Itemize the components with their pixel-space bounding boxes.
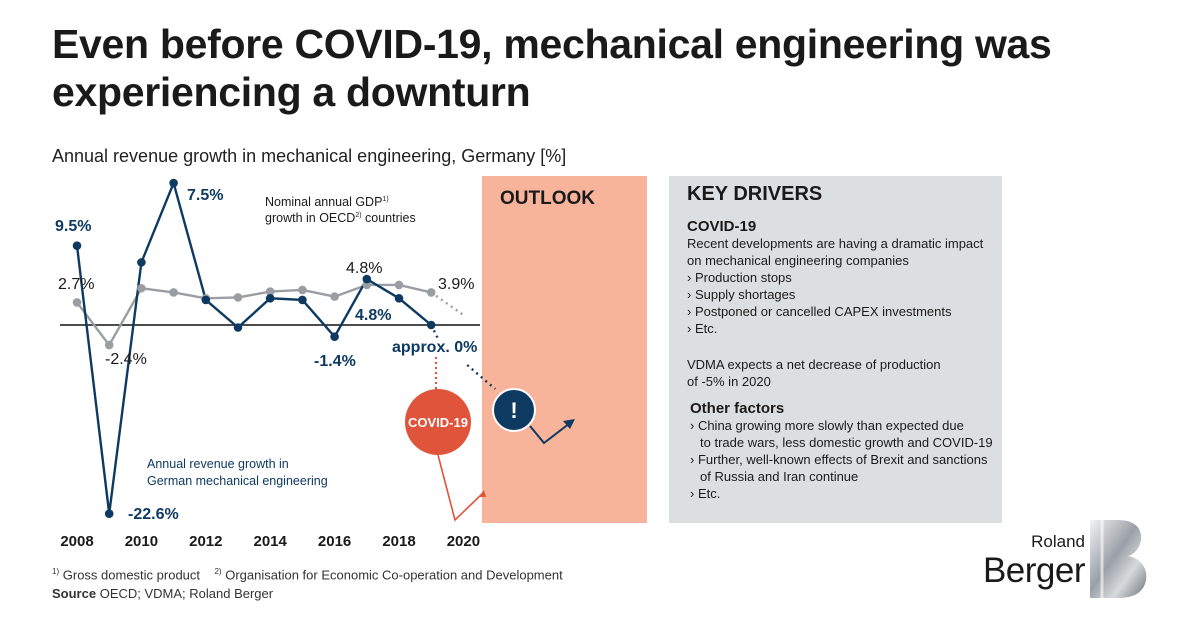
revenue-point [362,274,372,284]
revenue-annotation: Annual revenue growth in [147,457,289,471]
covid-item: › Postponed or cancelled CAPEX investmen… [687,304,952,319]
covid-text-line-1: Recent developments are having a dramati… [687,236,984,251]
covid-drivers-block: COVID-19 Recent developments are having … [687,218,997,337]
brand-line-2: Berger [982,551,1086,590]
x-tick-label: 2020 [447,533,480,550]
footnotes: 1) Gross domestic product 2) Organisatio… [52,562,563,603]
covid-arrow-head [479,490,486,497]
vdma-line-1: VDMA expects a net decrease of productio… [687,357,941,372]
outlook-panel: OUTLOOK [482,176,647,523]
other-item-line: to trade wars, less domestic growth and … [700,435,993,450]
gdp-point [394,280,404,290]
data-label: 9.5% [55,218,91,235]
data-label: 2.7% [58,276,94,293]
data-label: approx. 0% [392,339,477,356]
revenue-point [169,178,178,188]
gdp-point [265,287,275,296]
key-drivers-panel: KEY DRIVERS COVID-19 Recent developments… [669,176,1002,523]
gdp-point [298,285,307,295]
gdp-point [233,293,243,302]
covid-badge [405,389,471,455]
x-tick-label: 2012 [189,533,222,550]
data-label: 4.8% [346,260,382,277]
gdp-point [137,283,146,293]
chart-subtitle: Annual revenue growth in mechanical engi… [52,146,567,166]
gdp-annotation-sup: 1) [382,196,388,203]
alert-arrow-line [529,422,571,445]
covid-item: › Supply shortages [687,287,796,302]
vdma-line-2: of -5% in 2020 [687,374,771,389]
source-line: Source OECD; VDMA; Roland Berger [52,584,563,603]
brand-logo-icon [1090,520,1147,598]
gdp-point [330,292,339,301]
key-drivers-heading: KEY DRIVERS [687,183,823,205]
other-item-line: › China growing more slowly than expecte… [690,418,964,433]
gdp-annotation: Nominal annual GDP1) [265,195,389,209]
data-label: -22.6% [128,506,179,523]
footnote-mark-1: 1) [52,567,60,576]
title-line-1: Even before COVID-19, mechanical enginee… [52,21,1052,67]
revenue-point [104,509,114,519]
title-line-2: experiencing a downturn [52,69,531,115]
covid-drivers-heading: COVID-19 [687,218,757,235]
alert-icon [492,388,536,432]
footnote-text-2: Organisation for Economic Co-operation a… [225,567,563,583]
revenue-point [233,323,243,332]
covid-arrow-line [437,454,485,522]
revenue-annotation: German mechanical engineering [147,474,328,488]
x-tick-label: 2014 [254,533,288,550]
covid-text-line-2: on mechanical engineering companies [687,253,909,268]
data-label: -1.4% [314,353,356,370]
alert-arrow-head [563,419,575,429]
other-factors-block: Other factors › China growing more slowl… [690,400,1000,502]
footnote-text-1: Gross domestic product [62,567,201,583]
other-factors-heading: Other factors [690,400,785,417]
revenue-point [330,332,339,341]
revenue-point [72,241,82,250]
revenue-point [137,258,146,267]
x-tick-label: 2010 [125,533,158,550]
gdp-projection-line [430,291,465,316]
revenue-point [426,320,436,330]
revenue-point [265,293,275,303]
outlook-label: OUTLOOK [500,188,595,209]
data-label: 3.9% [438,276,474,293]
brand-wordmark: Roland Berger [975,532,1086,591]
source-label: Source [52,586,97,602]
data-label: 4.8% [355,307,391,324]
x-tick-label: 2016 [318,533,351,550]
gdp-annotation-end: countries [362,211,416,225]
other-item-line: › Further, well-known effects of Brexit … [690,452,988,467]
alert-icon-symbol: ! [510,398,517,423]
gdp-annotation-sup: 2) [355,212,361,219]
revenue-point [201,295,211,305]
revenue-point [298,295,307,305]
gdp-annotation: growth in OECD2) countries [265,211,416,225]
revenue-series-line [75,179,432,514]
other-item-line: of Russia and Iran continue [700,469,859,484]
covid-item: › Production stops [687,270,792,285]
source-text: OECD; VDMA; Roland Berger [99,586,274,602]
x-tick-label: 2018 [382,533,415,550]
data-label: -2.4% [105,351,147,368]
footnote-line: 1) Gross domestic product 2) Organisatio… [52,562,563,584]
footnote-mark-2: 2) [214,567,222,576]
vdma-block: VDMA expects a net decrease of productio… [687,356,997,390]
page-title: Even before COVID-19, mechanical enginee… [52,20,1152,116]
data-label: 7.5% [187,187,223,204]
gdp-point [426,288,436,297]
brand-line-1: Roland [1031,532,1085,551]
gdp-point [72,298,82,307]
covid-item: › Etc. [687,321,718,336]
revenue-projection-line [430,324,496,390]
gdp-point [104,340,114,350]
gdp-point [169,288,178,297]
other-item-line: › Etc. [690,486,721,501]
revenue-point [394,293,404,303]
x-tick-label: 2008 [60,533,93,550]
covid-badge-label: COVID-19 [408,415,468,430]
